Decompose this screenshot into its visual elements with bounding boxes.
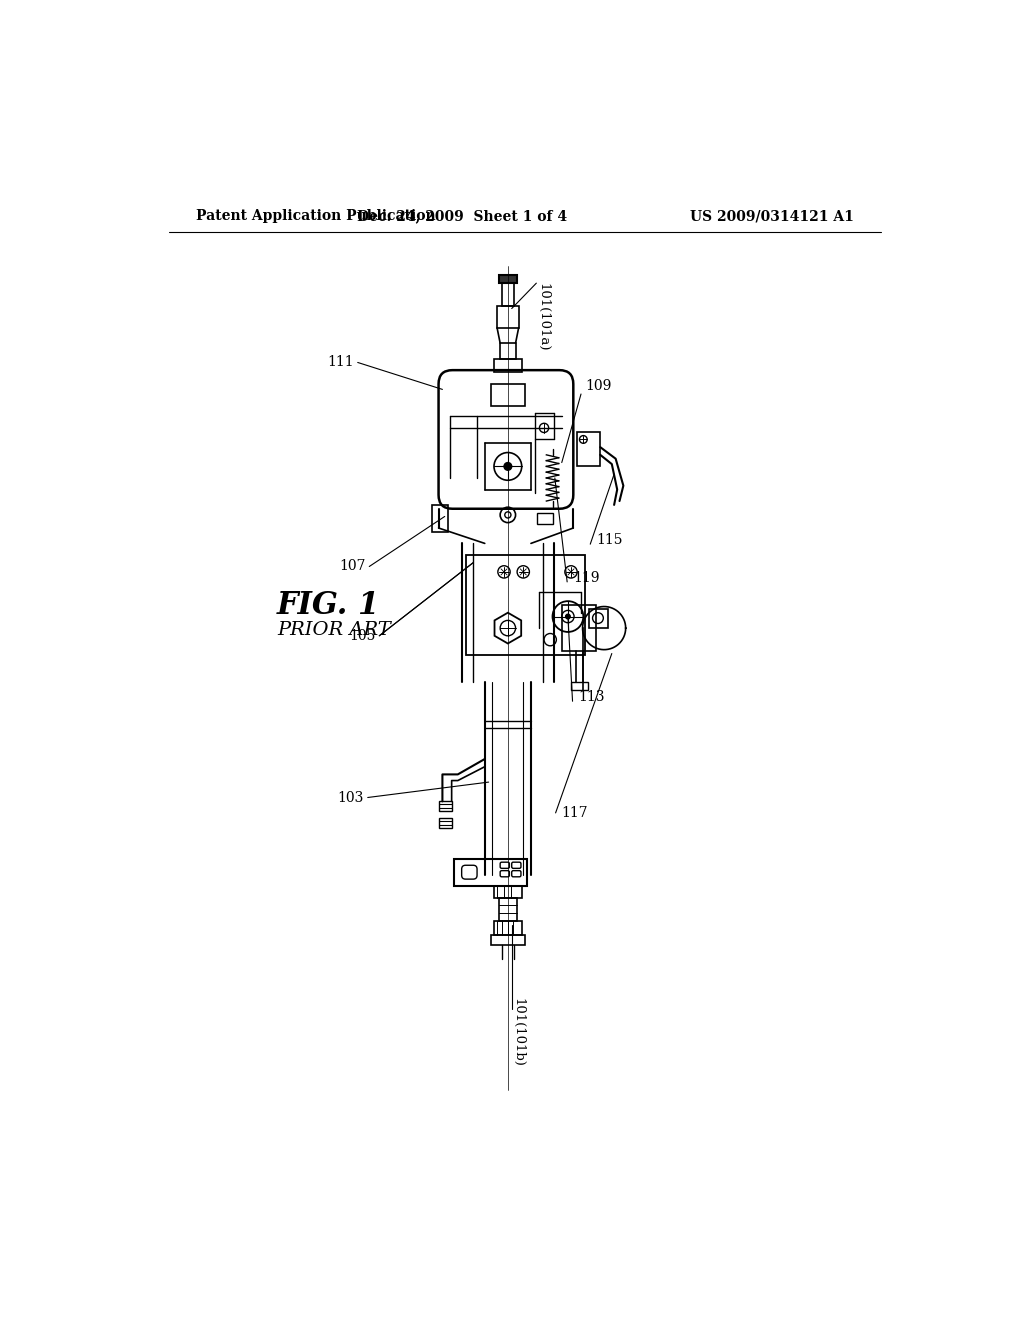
Bar xyxy=(494,921,521,935)
Bar xyxy=(490,935,525,945)
Bar xyxy=(499,898,517,921)
Text: 111: 111 xyxy=(328,355,354,370)
Bar xyxy=(571,682,588,689)
Text: 115: 115 xyxy=(596,533,623,548)
Bar xyxy=(500,343,515,359)
Bar xyxy=(490,384,525,405)
Bar xyxy=(438,818,453,828)
Bar xyxy=(589,609,608,628)
Bar xyxy=(432,506,447,532)
Bar xyxy=(499,276,517,284)
Text: 101(101b): 101(101b) xyxy=(511,998,524,1067)
Bar xyxy=(497,306,518,327)
Bar xyxy=(562,605,596,651)
Text: Patent Application Publication: Patent Application Publication xyxy=(196,209,435,223)
Bar xyxy=(502,284,514,306)
Text: 109: 109 xyxy=(585,379,611,393)
Text: 119: 119 xyxy=(573,572,600,585)
Text: 117: 117 xyxy=(562,807,589,820)
Bar xyxy=(438,801,453,810)
Text: FIG. 1: FIG. 1 xyxy=(276,590,380,620)
Text: 103: 103 xyxy=(338,791,364,804)
Bar xyxy=(494,359,521,372)
Text: US 2009/0314121 A1: US 2009/0314121 A1 xyxy=(690,209,854,223)
Text: 101(101a): 101(101a) xyxy=(536,284,549,351)
Bar xyxy=(578,432,600,466)
Text: 105: 105 xyxy=(349,628,376,643)
Text: 113: 113 xyxy=(579,690,605,705)
Circle shape xyxy=(565,614,570,619)
Text: PRIOR ART: PRIOR ART xyxy=(276,620,390,639)
Text: 107: 107 xyxy=(339,560,366,573)
Bar xyxy=(494,886,521,898)
Circle shape xyxy=(504,462,512,470)
Bar xyxy=(538,512,553,524)
Bar xyxy=(466,554,585,655)
Bar xyxy=(454,859,527,886)
Text: Dec. 24, 2009  Sheet 1 of 4: Dec. 24, 2009 Sheet 1 of 4 xyxy=(356,209,566,223)
